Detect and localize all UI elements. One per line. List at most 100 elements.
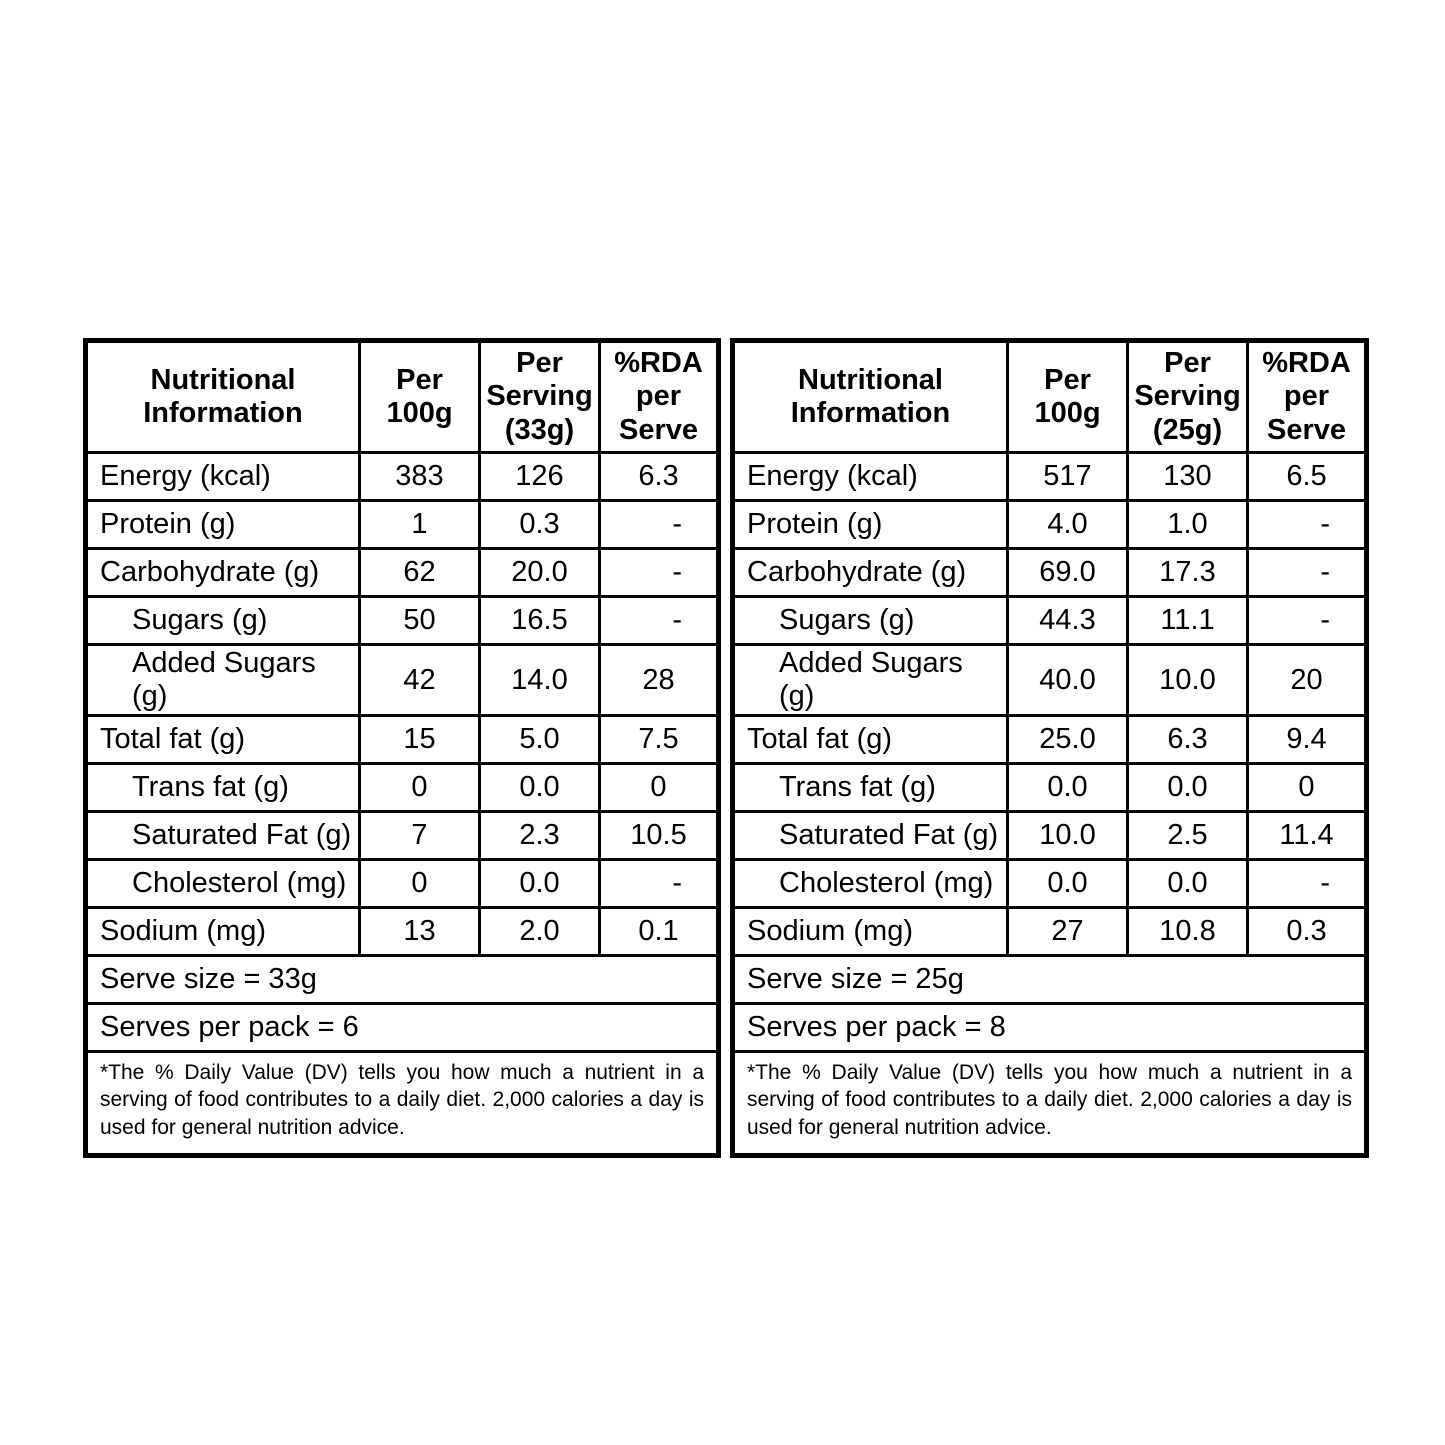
nutrient-label: Trans fat (g)	[84, 762, 361, 813]
value-per-100g: 10.0	[1006, 810, 1129, 861]
value-per-100g: 0	[358, 762, 481, 813]
col-header-per-serving: Per Serving (25g)	[1126, 339, 1249, 454]
value-rda: 7.5	[598, 714, 720, 765]
value-per-100g: 44.3	[1006, 595, 1129, 646]
nutrient-label: Protein (g)	[84, 499, 361, 550]
value-rda: 0	[598, 762, 720, 813]
nutrient-label: Carbohydrate (g)	[731, 547, 1009, 598]
value-rda: -	[598, 595, 720, 646]
value-per-serving: 130	[1126, 451, 1249, 502]
value-per-serving: 5.0	[478, 714, 601, 765]
daily-value-footnote: *The % Daily Value (DV) tells you how mu…	[731, 1050, 1368, 1157]
daily-value-footnote: *The % Daily Value (DV) tells you how mu…	[84, 1050, 720, 1157]
nutrient-label: Carbohydrate (g)	[84, 547, 361, 598]
row-protein: Protein (g) 4.0 1.0 -	[731, 499, 1368, 550]
nutrient-label: Protein (g)	[731, 499, 1009, 550]
value-per-100g: 0	[358, 858, 481, 909]
value-per-100g: 7	[358, 810, 481, 861]
value-rda: -	[1246, 547, 1368, 598]
value-per-100g: 4.0	[1006, 499, 1129, 550]
value-per-serving: 20.0	[478, 547, 601, 598]
col-header-per-100g: Per 100g	[358, 339, 481, 454]
nutrient-label: Energy (kcal)	[731, 451, 1009, 502]
nutrient-label: Cholesterol (mg)	[731, 858, 1009, 909]
value-rda: 6.5	[1246, 451, 1368, 502]
value-per-serving: 10.0	[1126, 643, 1249, 717]
row-added-sugars: Added Sugars (g) 40.0 10.0 20	[731, 643, 1368, 717]
col-header-rda-per-serve: %RDA per Serve	[1246, 339, 1368, 454]
serve-size-row: Serve size = 33g	[84, 954, 720, 1005]
value-per-100g: 13	[358, 906, 481, 957]
col-header-per-100g: Per 100g	[1006, 339, 1129, 454]
nutrient-label: Added Sugars (g)	[731, 643, 1009, 717]
serves-per-pack-row: Serves per pack = 8	[731, 1002, 1368, 1053]
value-per-serving: 16.5	[478, 595, 601, 646]
value-rda: 28	[598, 643, 720, 717]
row-sugars: Sugars (g) 50 16.5 -	[84, 595, 720, 646]
row-energy: Energy (kcal) 517 130 6.5	[731, 451, 1368, 502]
nutrient-label: Sodium (mg)	[84, 906, 361, 957]
nutrient-label: Cholesterol (mg)	[84, 858, 361, 909]
col-header-rda-per-serve: %RDA per Serve	[598, 339, 720, 454]
value-per-100g: 25.0	[1006, 714, 1129, 765]
nutrient-label: Trans fat (g)	[731, 762, 1009, 813]
nutrient-label: Added Sugars (g)	[84, 643, 361, 717]
value-per-serving: 2.5	[1126, 810, 1249, 861]
nutrient-label: Total fat (g)	[731, 714, 1009, 765]
value-per-serving: 11.1	[1126, 595, 1249, 646]
value-per-100g: 42	[358, 643, 481, 717]
row-added-sugars: Added Sugars (g) 42 14.0 28	[84, 643, 720, 717]
value-per-100g: 40.0	[1006, 643, 1129, 717]
value-per-100g: 62	[358, 547, 481, 598]
value-per-serving: 0.0	[478, 762, 601, 813]
nutrient-label: Energy (kcal)	[84, 451, 361, 502]
row-saturated-fat: Saturated Fat (g) 10.0 2.5 11.4	[731, 810, 1368, 861]
value-per-serving: 0.0	[1126, 858, 1249, 909]
value-rda: 0	[1246, 762, 1368, 813]
value-per-100g: 0.0	[1006, 858, 1129, 909]
value-rda: 10.5	[598, 810, 720, 861]
row-total-fat: Total fat (g) 15 5.0 7.5	[84, 714, 720, 765]
header-row: Nutritional Information Per 100g Per Ser…	[84, 339, 720, 454]
row-protein: Protein (g) 1 0.3 -	[84, 499, 720, 550]
value-per-serving: 2.3	[478, 810, 601, 861]
value-per-100g: 1	[358, 499, 481, 550]
row-sodium: Sodium (mg) 13 2.0 0.1	[84, 906, 720, 957]
value-per-serving: 126	[478, 451, 601, 502]
value-rda: -	[598, 547, 720, 598]
value-per-serving: 0.3	[478, 499, 601, 550]
row-total-fat: Total fat (g) 25.0 6.3 9.4	[731, 714, 1368, 765]
value-per-serving: 1.0	[1126, 499, 1249, 550]
row-carbohydrate: Carbohydrate (g) 69.0 17.3 -	[731, 547, 1368, 598]
value-rda: -	[598, 858, 720, 909]
row-cholesterol: Cholesterol (mg) 0 0.0 -	[84, 858, 720, 909]
value-per-100g: 0.0	[1006, 762, 1129, 813]
value-rda: 9.4	[1246, 714, 1368, 765]
row-sugars: Sugars (g) 44.3 11.1 -	[731, 595, 1368, 646]
row-saturated-fat: Saturated Fat (g) 7 2.3 10.5	[84, 810, 720, 861]
value-rda: 6.3	[598, 451, 720, 502]
value-per-serving: 0.0	[1126, 762, 1249, 813]
header-row: Nutritional Information Per 100g Per Ser…	[731, 339, 1368, 454]
footnote-row: *The % Daily Value (DV) tells you how mu…	[731, 1050, 1368, 1157]
nutrient-label: Sugars (g)	[84, 595, 361, 646]
value-rda: -	[1246, 595, 1368, 646]
value-per-serving: 6.3	[1126, 714, 1249, 765]
serve-size-row: Serve size = 25g	[731, 954, 1368, 1005]
value-rda: 0.3	[1246, 906, 1368, 957]
col-header-per-serving: Per Serving (33g)	[478, 339, 601, 454]
serve-size-text: Serve size = 25g	[731, 954, 1368, 1005]
value-per-100g: 383	[358, 451, 481, 502]
value-per-serving: 17.3	[1126, 547, 1249, 598]
row-cholesterol: Cholesterol (mg) 0.0 0.0 -	[731, 858, 1368, 909]
nutrition-table-right: Nutritional Information Per 100g Per Ser…	[730, 338, 1369, 1158]
col-header-nutritional-information: Nutritional Information	[84, 339, 361, 454]
nutrient-label: Saturated Fat (g)	[84, 810, 361, 861]
serve-size-text: Serve size = 33g	[84, 954, 720, 1005]
value-per-serving: 0.0	[478, 858, 601, 909]
footnote-row: *The % Daily Value (DV) tells you how mu…	[84, 1050, 720, 1157]
nutrient-label: Sugars (g)	[731, 595, 1009, 646]
value-per-serving: 14.0	[478, 643, 601, 717]
nutrient-label: Sodium (mg)	[731, 906, 1009, 957]
serves-per-pack-text: Serves per pack = 8	[731, 1002, 1368, 1053]
